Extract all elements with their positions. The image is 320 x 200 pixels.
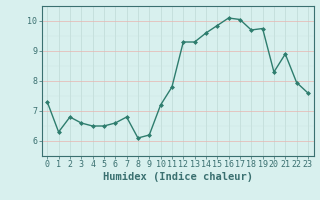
X-axis label: Humidex (Indice chaleur): Humidex (Indice chaleur) [103, 172, 252, 182]
